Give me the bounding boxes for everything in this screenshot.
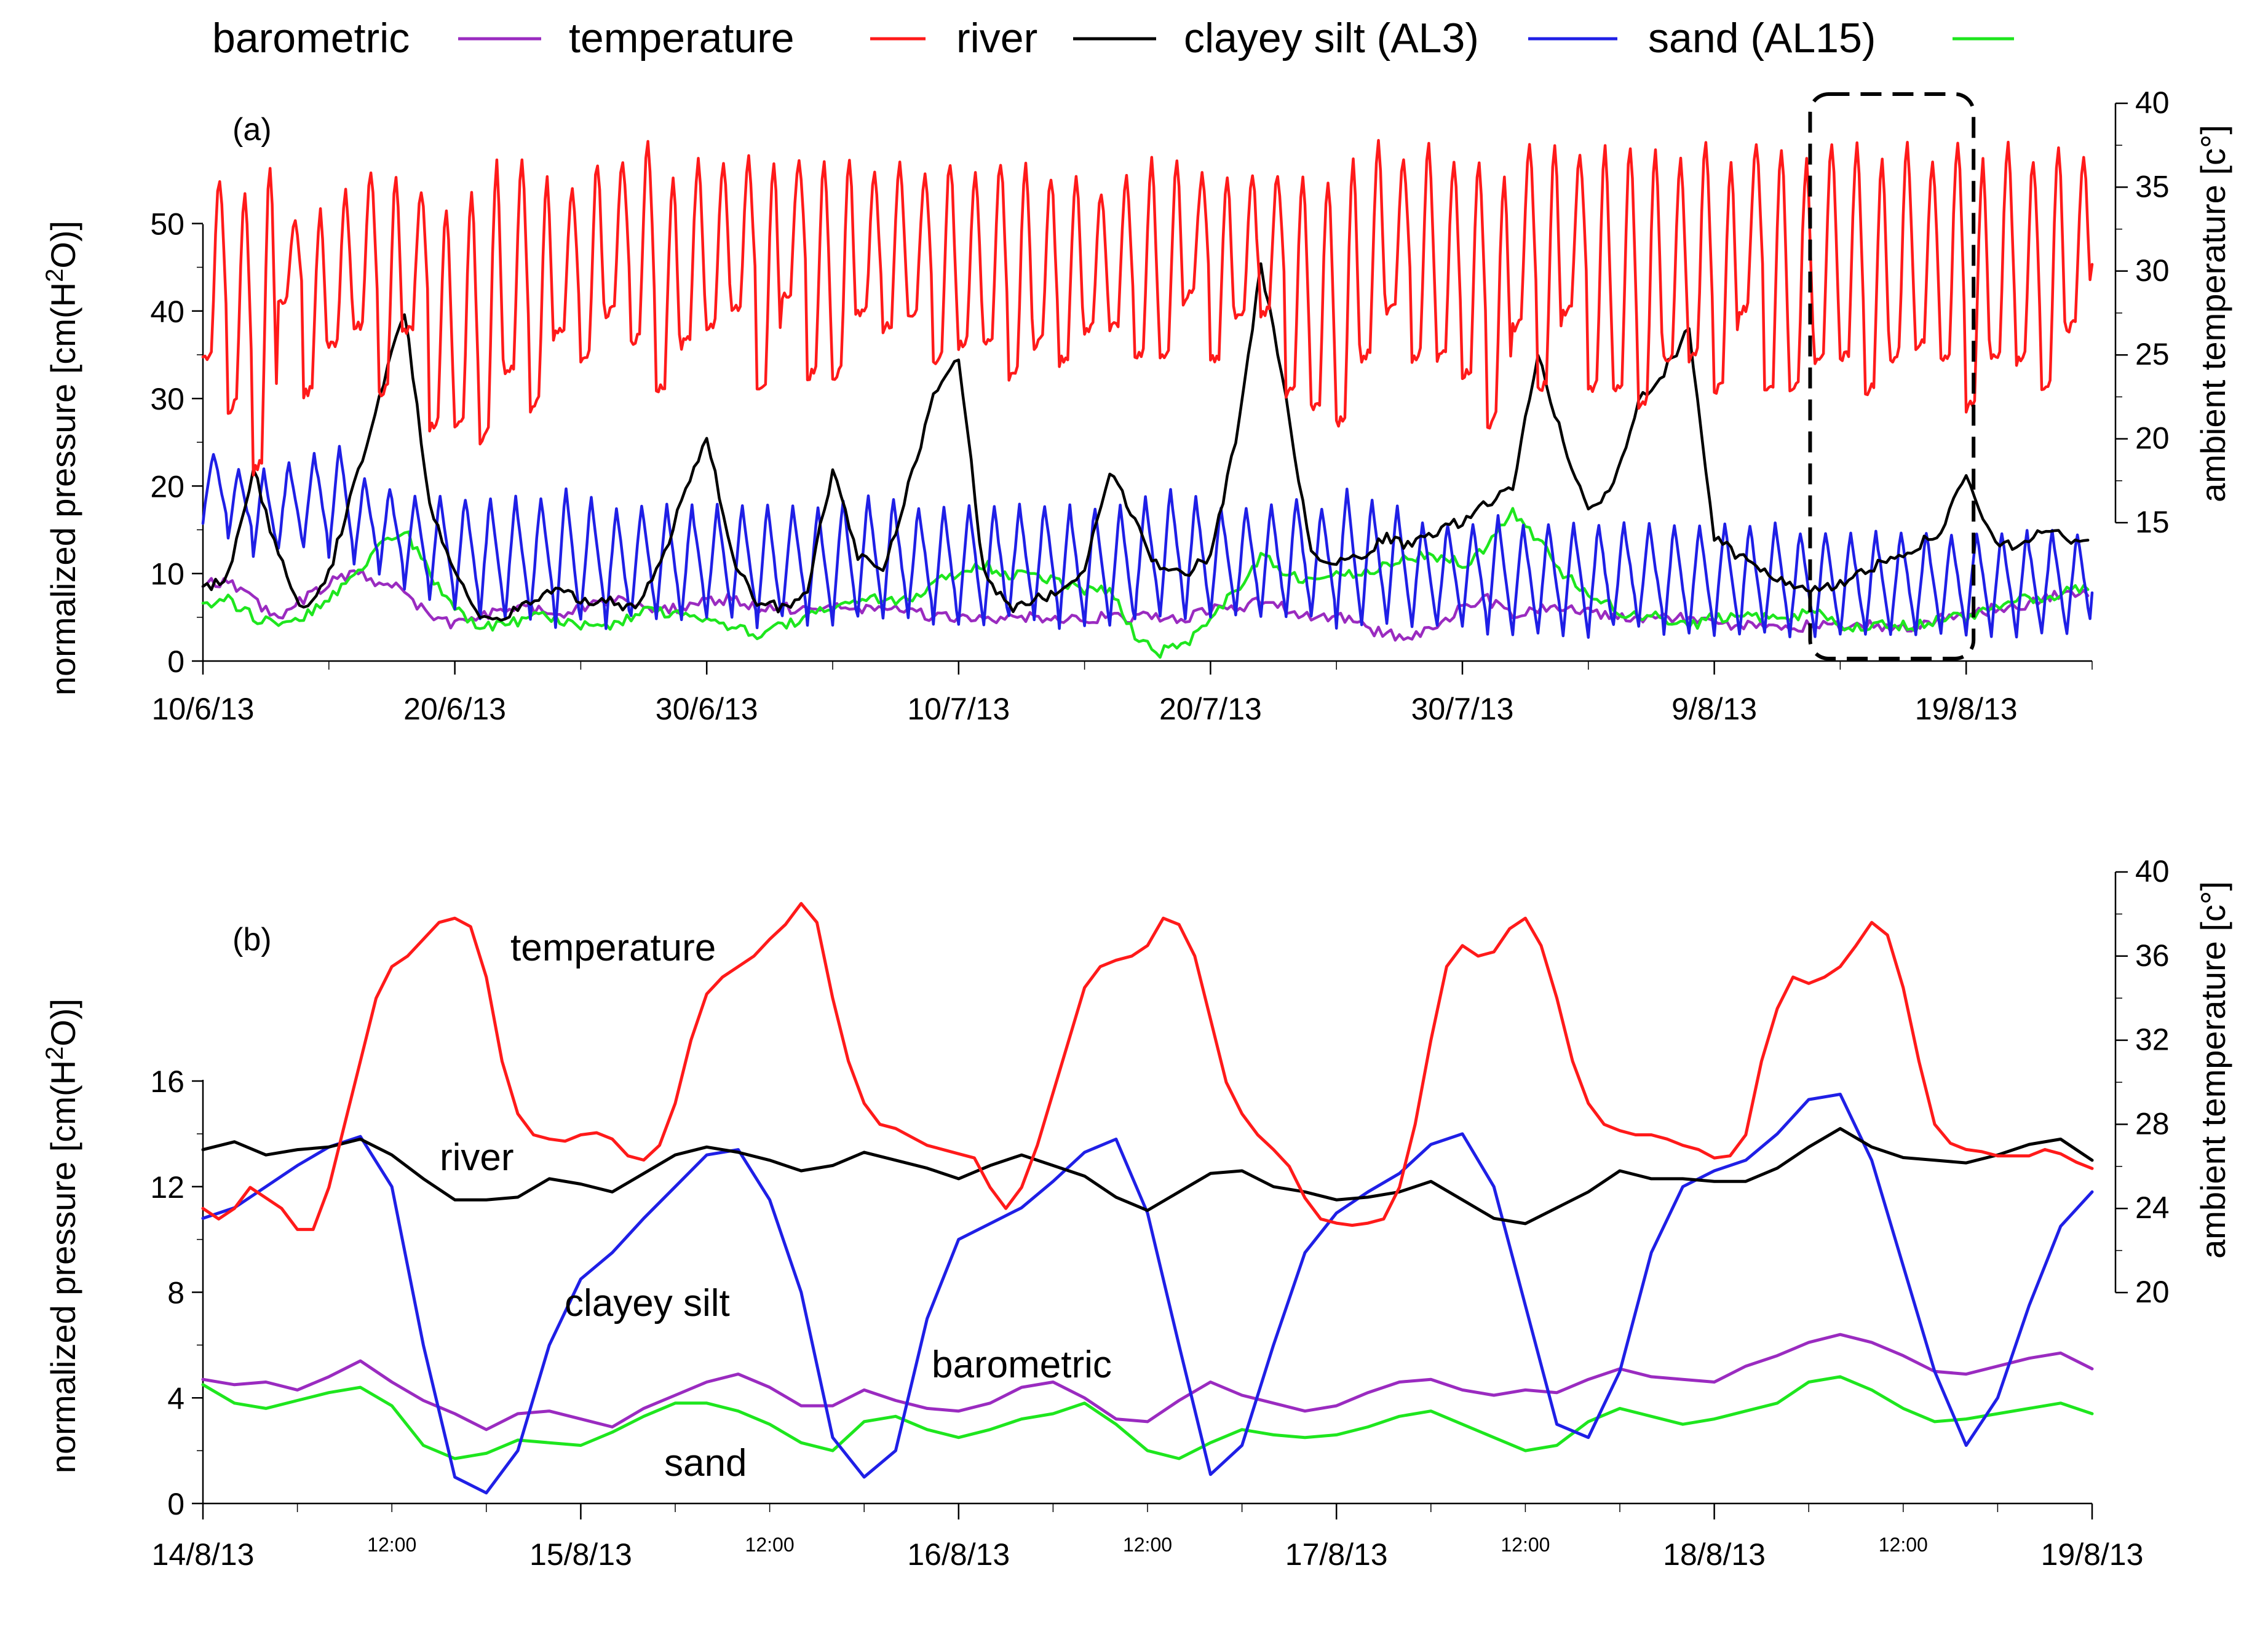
annotation-barometric: barometric <box>932 1344 1112 1386</box>
panel-b-x-tick-label: 16/8/13 <box>907 1537 1010 1572</box>
panel-b-y2-tick-label: 32 <box>2135 1023 2170 1057</box>
panel-b: (b) normalized pressure [cm(H2O)] ambien… <box>41 854 2232 1572</box>
panel-a-y-tick-label: 10 <box>150 557 184 592</box>
legend-label-clayey-silt: clayey silt (AL3) <box>1184 15 1479 61</box>
annotation-clayey-silt: clayey silt <box>565 1282 730 1325</box>
panel-a-x-tick-label: 20/6/13 <box>403 692 506 726</box>
panel-a-series-barometric <box>201 569 2090 642</box>
panel-a-y-axis-label: normalized pressure [cm(H2O)] <box>41 221 82 695</box>
panel-b-y2-tick-label: 20 <box>2135 1275 2170 1309</box>
panel-a-x-tick-label: 30/6/13 <box>656 692 758 726</box>
legend-label-sand: sand (AL15) <box>1648 15 1876 61</box>
zoom-window-box <box>1808 92 1976 660</box>
panel-a-x-tick-label: 30/7/13 <box>1411 692 1514 726</box>
panel-b-axes: 0 4 8 12 16 14/8/13 15/8/13 16/8/13 17/8/13 18/8/… <box>150 854 2169 1572</box>
legend-label-river: river <box>956 15 1037 61</box>
legend: barometric temperature river clayey silt… <box>212 15 2014 61</box>
panel-b-series-temperature <box>201 901 2094 1231</box>
panel-b-y2-tick-label: 28 <box>2135 1106 2170 1141</box>
panel-b-y-tick-label: 8 <box>167 1276 184 1310</box>
panel-a: (a) normalized pressure [cm(H2O)] ambien… <box>41 85 2232 726</box>
panel-b-y2-axis-label: ambient temperature [c°] <box>2194 881 2232 1259</box>
panel-b-series-barometric <box>201 1333 2094 1432</box>
panel-a-y2-axis-label: ambient temperature [c°] <box>2194 125 2232 502</box>
annotation-temperature: temperature <box>510 927 716 969</box>
panel-a-y2-tick-label: 20 <box>2135 421 2170 456</box>
panel-b-series-clayey-silt-al3 <box>201 1093 2094 1495</box>
panel-a-x-tick-label: 10/7/13 <box>907 692 1010 726</box>
panel-b-series <box>201 901 2094 1495</box>
annotation-river: river <box>440 1136 514 1179</box>
panel-a-label: (a) <box>232 112 272 148</box>
panel-b-x-tick-label: 17/8/13 <box>1285 1537 1388 1572</box>
panel-a-y2-tick-label: 25 <box>2135 337 2170 371</box>
panel-b-series-river <box>201 1127 2094 1226</box>
panel-b-x-midday-label: 12:00 <box>1501 1534 1550 1556</box>
panel-b-x-midday-label: 12:00 <box>1123 1534 1172 1556</box>
panel-a-y2-tick-label: 15 <box>2135 505 2170 539</box>
panel-b-x-tick-label: 15/8/13 <box>529 1537 632 1572</box>
panel-b-x-midday-label: 12:00 <box>367 1534 416 1556</box>
panel-a-series-sand-al15 <box>201 507 2090 659</box>
panel-a-x-tick-label: 9/8/13 <box>1671 692 1757 726</box>
panel-a-series-river <box>201 262 2090 622</box>
panel-b-x-midday-label: 12:00 <box>745 1534 795 1556</box>
panel-b-y-axis-label: normalized pressure [cm(H2O)] <box>41 999 82 1473</box>
panel-b-series-sand-al15 <box>201 1375 2094 1460</box>
panel-b-y-tick-label: 12 <box>150 1170 184 1205</box>
panel-b-y-tick-label: 0 <box>167 1487 184 1521</box>
panel-a-series <box>201 139 2094 659</box>
legend-label-temperature: temperature <box>569 15 795 61</box>
panel-b-x-tick-label: 19/8/13 <box>2041 1537 2144 1572</box>
panel-a-y-tick-label: 40 <box>150 295 184 329</box>
panel-b-y-tick-label: 16 <box>150 1064 184 1099</box>
panel-a-x-tick-label: 20/7/13 <box>1159 692 1262 726</box>
panel-b-x-tick-label: 18/8/13 <box>1663 1537 1766 1572</box>
panel-b-x-midday-label: 12:00 <box>1879 1534 1928 1556</box>
panel-b-y-tick-label: 4 <box>167 1381 184 1416</box>
panel-b-x-tick-label: 14/8/13 <box>152 1537 255 1572</box>
panel-a-y-tick-label: 50 <box>150 207 184 241</box>
panel-a-y-tick-label: 0 <box>167 644 184 679</box>
panel-a-axes: 0 10 20 30 40 50 10/6/13 20/6/13 30/6/13 10/7/13 2… <box>150 85 2169 726</box>
panel-b-label: (b) <box>232 922 272 957</box>
panel-b-y2-tick-label: 24 <box>2135 1190 2170 1225</box>
panel-a-y2-tick-label: 35 <box>2135 169 2170 204</box>
panel-a-series-clayey-silt-al3 <box>201 445 2094 639</box>
panel-a-series-temperature <box>201 139 2094 477</box>
panel-a-y-tick-label: 30 <box>150 382 184 416</box>
panel-a-y-tick-label: 20 <box>150 469 184 504</box>
panel-a-y2-tick-label: 40 <box>2135 85 2170 120</box>
panel-b-y2-tick-label: 36 <box>2135 938 2170 973</box>
legend-label-barometric: barometric <box>212 15 410 61</box>
panel-a-y2-tick-label: 30 <box>2135 253 2170 288</box>
panel-b-y2-tick-label: 40 <box>2135 854 2170 889</box>
annotation-sand: sand <box>664 1442 747 1484</box>
panel-a-x-tick-label: 10/6/13 <box>152 692 255 726</box>
panel-a-x-tick-label: 19/8/13 <box>1915 692 2018 726</box>
